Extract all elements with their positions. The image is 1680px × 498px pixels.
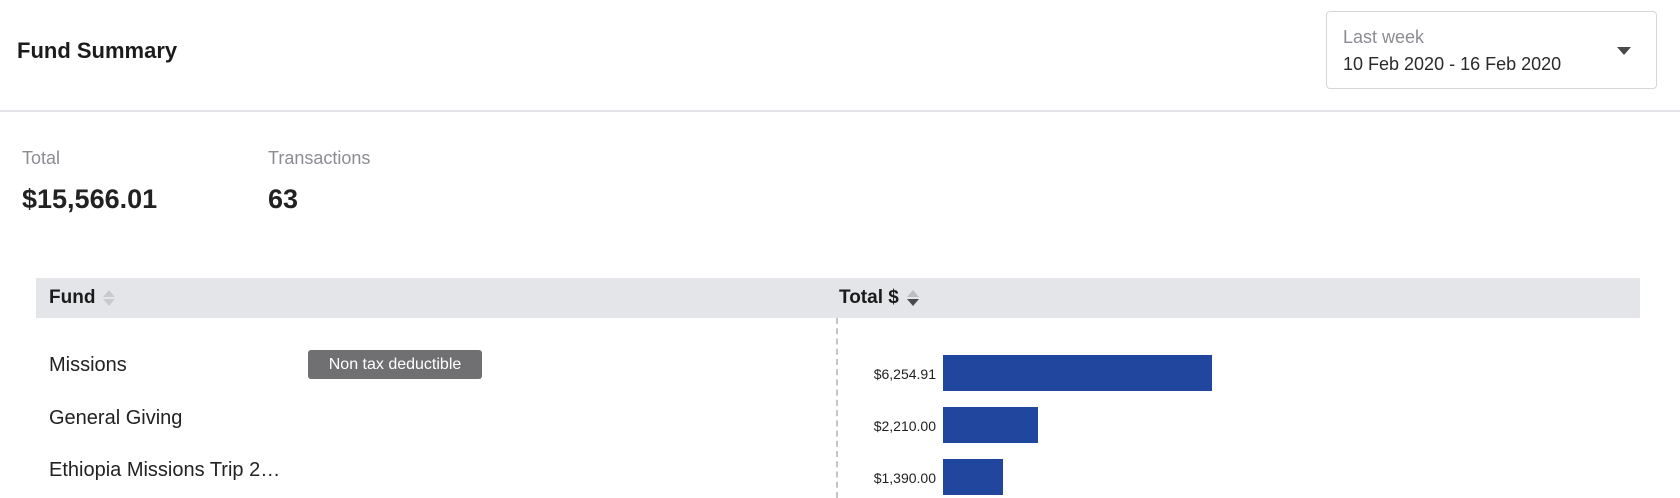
sort-descending-icon[interactable] [906,290,919,306]
fund-name[interactable]: Ethiopia Missions Trip 2… [49,459,281,481]
bar-value-label: $2,210.00 [873,418,936,434]
column-header-fund-label: Fund [49,287,96,308]
date-range-dropdown[interactable]: Last week 10 Feb 2020 - 16 Feb 2020 [1326,11,1657,89]
sort-icon[interactable] [103,290,116,306]
page-header: Fund Summary Last week 10 Feb 2020 - 16 … [0,0,1680,112]
caret-down-icon[interactable] [1617,47,1631,55]
page-title: Fund Summary [17,38,178,63]
total-label: Total [22,148,61,168]
bar-value-label: $1,390.00 [873,470,936,486]
bar[interactable] [943,355,1212,391]
bar[interactable] [943,407,1038,443]
non-tax-deductible-badge: Non tax deductible [308,350,482,379]
total-value: $15,566.01 [22,184,158,214]
table-header: Fund Total $ [36,278,1640,318]
bar-value-label: $6,254.91 [873,366,936,382]
date-range-label: Last week [1343,27,1425,47]
fund-name[interactable]: Missions [49,354,127,376]
column-header-fund[interactable]: Fund [49,287,116,309]
column-header-total[interactable]: Total $ [839,287,919,309]
column-divider [836,318,838,498]
transactions-value: 63 [268,184,299,214]
bar[interactable] [943,459,1003,495]
fund-name[interactable]: General Giving [49,407,183,429]
column-header-total-label: Total $ [839,287,899,308]
transactions-label: Transactions [268,148,371,168]
date-range-value: 10 Feb 2020 - 16 Feb 2020 [1343,54,1562,74]
